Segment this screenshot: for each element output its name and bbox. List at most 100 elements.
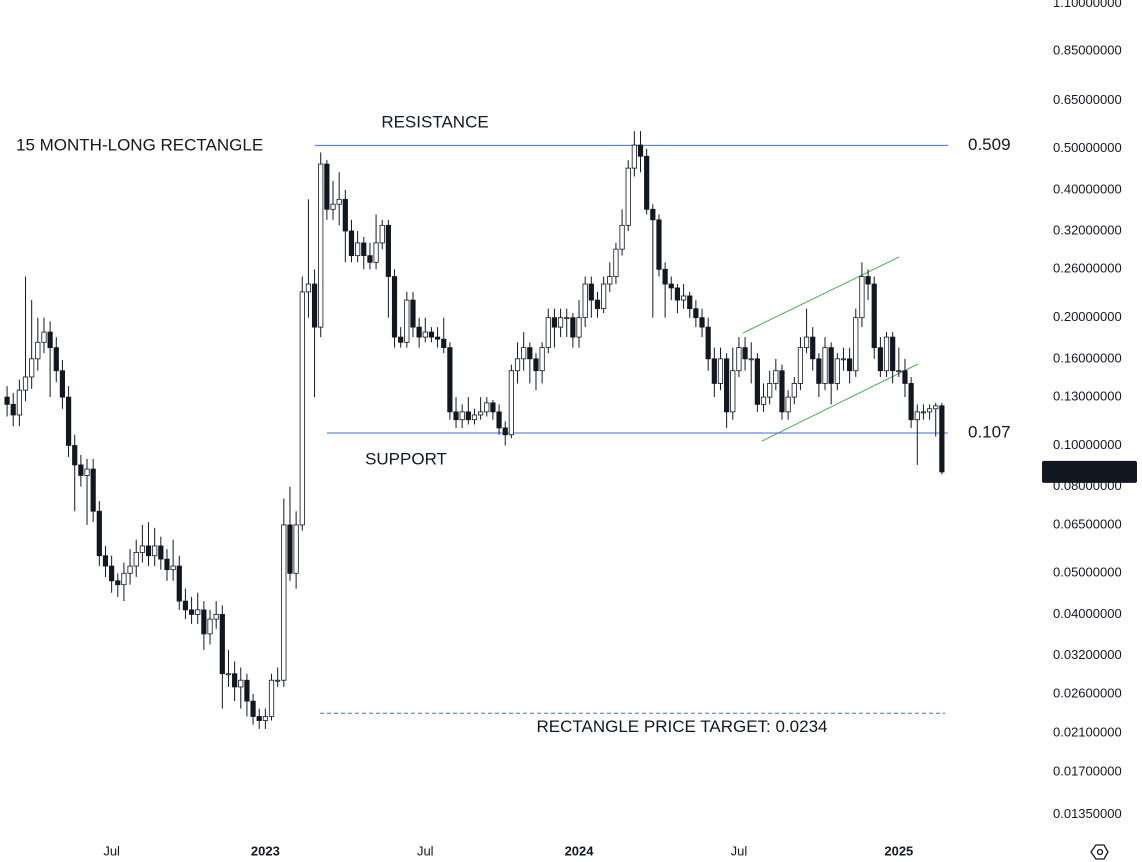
y-tick-label: 1.10000000 (1053, 0, 1122, 10)
candle-body (613, 248, 619, 277)
y-tick-label: 0.02600000 (1053, 685, 1122, 700)
x-tick-label: 2024 (565, 843, 595, 858)
candle-body (711, 358, 717, 384)
candle-body (219, 614, 225, 675)
candle-body (102, 555, 109, 567)
candle-body (514, 358, 521, 372)
y-tick-label: 0.13000000 (1053, 389, 1122, 404)
candle-body (465, 411, 471, 421)
x-tick-label: 2023 (251, 843, 280, 858)
candle-body (109, 565, 115, 582)
candle-body (428, 331, 435, 338)
y-tick-label: 0.06500000 (1053, 516, 1122, 531)
candle-body (767, 383, 773, 398)
x-tick-label: 2025 (884, 843, 913, 858)
candle-body (176, 565, 182, 602)
candle-body (760, 396, 767, 405)
candle-body (576, 317, 582, 338)
candle-body (244, 679, 250, 702)
candle-body (361, 242, 367, 257)
candle-body (668, 283, 674, 289)
candle-body (16, 389, 22, 416)
candle-body (871, 283, 877, 349)
level-value: 0.509 (968, 135, 1011, 154)
y-tick-label: 0.32000000 (1053, 222, 1122, 237)
candle-body (939, 405, 945, 473)
y-tick-label: 0.65000000 (1053, 92, 1122, 107)
candle-body (650, 208, 656, 221)
candle-body (637, 144, 644, 157)
channel-line (761, 363, 919, 442)
y-tick-label: 0.04000000 (1053, 606, 1122, 621)
candle-body (582, 283, 588, 319)
y-tick-label: 0.01700000 (1053, 764, 1122, 779)
candle-body (822, 347, 828, 384)
candle-body (730, 370, 736, 413)
candle-body (484, 402, 490, 413)
candle-body (311, 283, 318, 328)
candle-body (502, 427, 508, 436)
candle-body (742, 347, 748, 360)
candle-body (896, 370, 902, 373)
candle-body (834, 358, 840, 384)
candle-body (859, 276, 865, 319)
candle-body (152, 545, 158, 557)
candle-body (379, 224, 385, 244)
candle-body (195, 609, 201, 615)
candle-body (539, 347, 545, 372)
settings-icon[interactable] (1090, 844, 1109, 860)
candle-body (601, 283, 607, 310)
candle-body (262, 716, 268, 721)
candle-body (96, 510, 102, 557)
candle-body (225, 673, 232, 676)
candle-body (680, 295, 687, 301)
candle-body (41, 331, 47, 343)
candle-body (926, 408, 933, 413)
candle-body (348, 230, 355, 257)
candle-body (478, 411, 484, 416)
candle-body (59, 370, 66, 398)
candle-body (724, 358, 730, 413)
candle-body (447, 347, 453, 413)
candle-body (890, 336, 896, 372)
candle-body (453, 411, 459, 421)
candle-body (281, 524, 287, 681)
candle-body (4, 396, 10, 405)
level-name: SUPPORT (365, 449, 447, 468)
settings-icon-center[interactable] (1096, 848, 1104, 856)
candle-body (748, 358, 754, 361)
candle-body (385, 224, 391, 277)
y-tick-label: 0.85000000 (1053, 42, 1122, 57)
candle-body (693, 308, 699, 319)
last-price-box (1042, 460, 1137, 483)
x-tick-label: Jul (417, 843, 434, 858)
candle-body (754, 358, 760, 405)
candle-body (170, 565, 176, 571)
candle-body (398, 336, 404, 343)
candle-body (434, 336, 441, 340)
candle-body (293, 524, 299, 574)
candle-body (803, 336, 810, 349)
y-tick-label: 0.50000000 (1053, 140, 1122, 155)
candle-body (410, 299, 416, 328)
y-tick-label: 0.16000000 (1053, 350, 1122, 365)
candle-body (674, 287, 681, 301)
candle-body (619, 224, 625, 250)
candle-body (779, 370, 785, 413)
candle-body (441, 338, 447, 349)
channel-line (742, 256, 900, 334)
candle-body (736, 347, 742, 372)
candle-body (877, 347, 883, 372)
candle-body (527, 347, 533, 360)
x-tick-label: Jul (103, 843, 120, 858)
candle-body (920, 411, 927, 414)
candle-body (883, 336, 890, 372)
y-tick-label: 0.02100000 (1053, 725, 1122, 740)
candle-body (785, 396, 791, 413)
candle-body (275, 679, 281, 682)
candle-body (662, 268, 668, 285)
y-tick-label: 0.26000000 (1053, 261, 1122, 276)
candle-body (29, 358, 35, 378)
